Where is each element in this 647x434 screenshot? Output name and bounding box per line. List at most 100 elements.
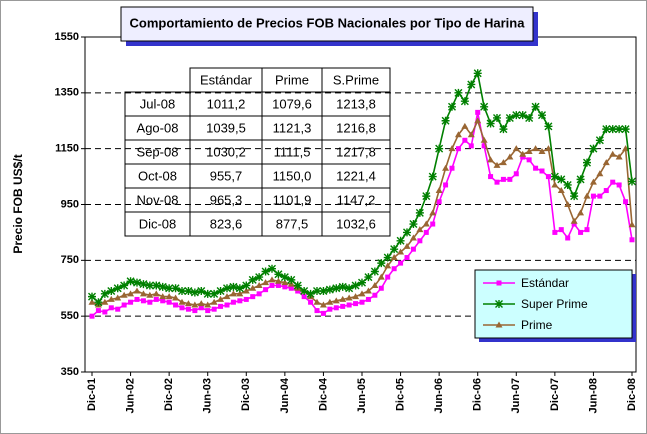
marker	[552, 229, 558, 235]
marker	[280, 273, 289, 282]
marker	[88, 298, 96, 305]
marker	[391, 266, 397, 272]
table-header: S.Prime	[333, 72, 379, 87]
marker	[436, 199, 442, 205]
marker	[493, 161, 501, 168]
marker	[570, 217, 578, 224]
table-cell	[321, 211, 391, 237]
marker	[571, 221, 577, 227]
marker	[301, 294, 307, 300]
marker	[525, 147, 533, 154]
marker	[293, 281, 302, 290]
marker	[320, 310, 326, 316]
marker	[255, 281, 263, 288]
marker	[166, 299, 172, 305]
marker	[533, 165, 539, 171]
marker	[371, 281, 379, 288]
marker	[352, 293, 360, 300]
marker	[364, 273, 373, 282]
x-tick-label: Jun-06	[433, 378, 445, 413]
marker	[589, 144, 598, 153]
marker	[416, 226, 424, 233]
marker	[210, 298, 218, 305]
table-cell-text: 1216,8	[336, 120, 376, 135]
marker	[235, 284, 244, 293]
table-cell-text: 1111,5	[274, 144, 311, 159]
marker	[313, 298, 321, 305]
marker	[565, 235, 571, 241]
x-tick-label: Dic-03	[240, 378, 252, 411]
marker	[616, 182, 622, 188]
marker	[268, 276, 276, 283]
marker	[513, 171, 519, 177]
marker	[415, 208, 424, 217]
marker	[442, 164, 450, 171]
x-tick-label: Dic-06	[472, 378, 484, 411]
marker	[505, 113, 514, 122]
y-tick-label: 1550	[55, 31, 79, 43]
marker	[384, 262, 392, 269]
marker	[435, 187, 443, 194]
marker	[346, 302, 352, 308]
x-tick-label: Dic-02	[163, 378, 175, 411]
marker	[121, 302, 127, 308]
marker	[551, 181, 559, 188]
marker	[487, 156, 495, 163]
marker	[448, 145, 456, 152]
marker	[134, 296, 140, 302]
marker	[423, 229, 429, 235]
y-tick-label: 750	[61, 254, 79, 266]
marker	[160, 298, 166, 304]
title-box	[120, 6, 534, 42]
marker	[100, 289, 109, 298]
marker	[409, 220, 418, 229]
marker	[218, 303, 224, 309]
table-header: Estándar	[200, 72, 253, 87]
marker	[499, 125, 508, 134]
marker	[448, 102, 456, 111]
marker	[338, 282, 347, 291]
marker	[107, 287, 116, 296]
x-tick-label: Jun-05	[356, 378, 368, 413]
marker	[306, 289, 315, 298]
marker	[583, 158, 591, 167]
marker	[576, 175, 585, 184]
marker	[603, 188, 609, 194]
marker	[364, 287, 372, 294]
marker	[262, 279, 270, 286]
marker	[274, 277, 282, 284]
marker	[422, 220, 430, 227]
marker	[398, 260, 404, 266]
marker	[242, 281, 251, 290]
table-header: Prime	[275, 72, 309, 87]
marker	[538, 111, 546, 120]
x-tick-label: Dic-01	[86, 378, 98, 411]
marker	[107, 295, 115, 302]
y-tick-label: 550	[61, 310, 79, 322]
legend: Estándar Super Prime Prime	[474, 269, 636, 342]
marker	[597, 193, 603, 199]
marker	[358, 278, 366, 287]
marker	[474, 117, 482, 124]
legend-label: Estándar	[521, 276, 569, 290]
marker	[94, 298, 103, 307]
marker	[139, 290, 147, 297]
marker	[545, 174, 551, 180]
marker	[520, 154, 526, 160]
marker	[114, 294, 122, 301]
marker	[596, 170, 604, 177]
marker	[480, 102, 489, 111]
marker	[332, 284, 341, 293]
marker	[133, 287, 141, 294]
marker	[351, 281, 360, 290]
marker	[512, 111, 521, 120]
marker	[628, 177, 636, 186]
marker	[365, 296, 371, 302]
marker	[210, 289, 219, 298]
table-cell-text: 1213,8	[336, 96, 376, 111]
x-tick-label: Dic-04	[317, 377, 329, 411]
marker	[359, 299, 365, 305]
marker	[295, 288, 301, 294]
marker	[525, 113, 534, 122]
